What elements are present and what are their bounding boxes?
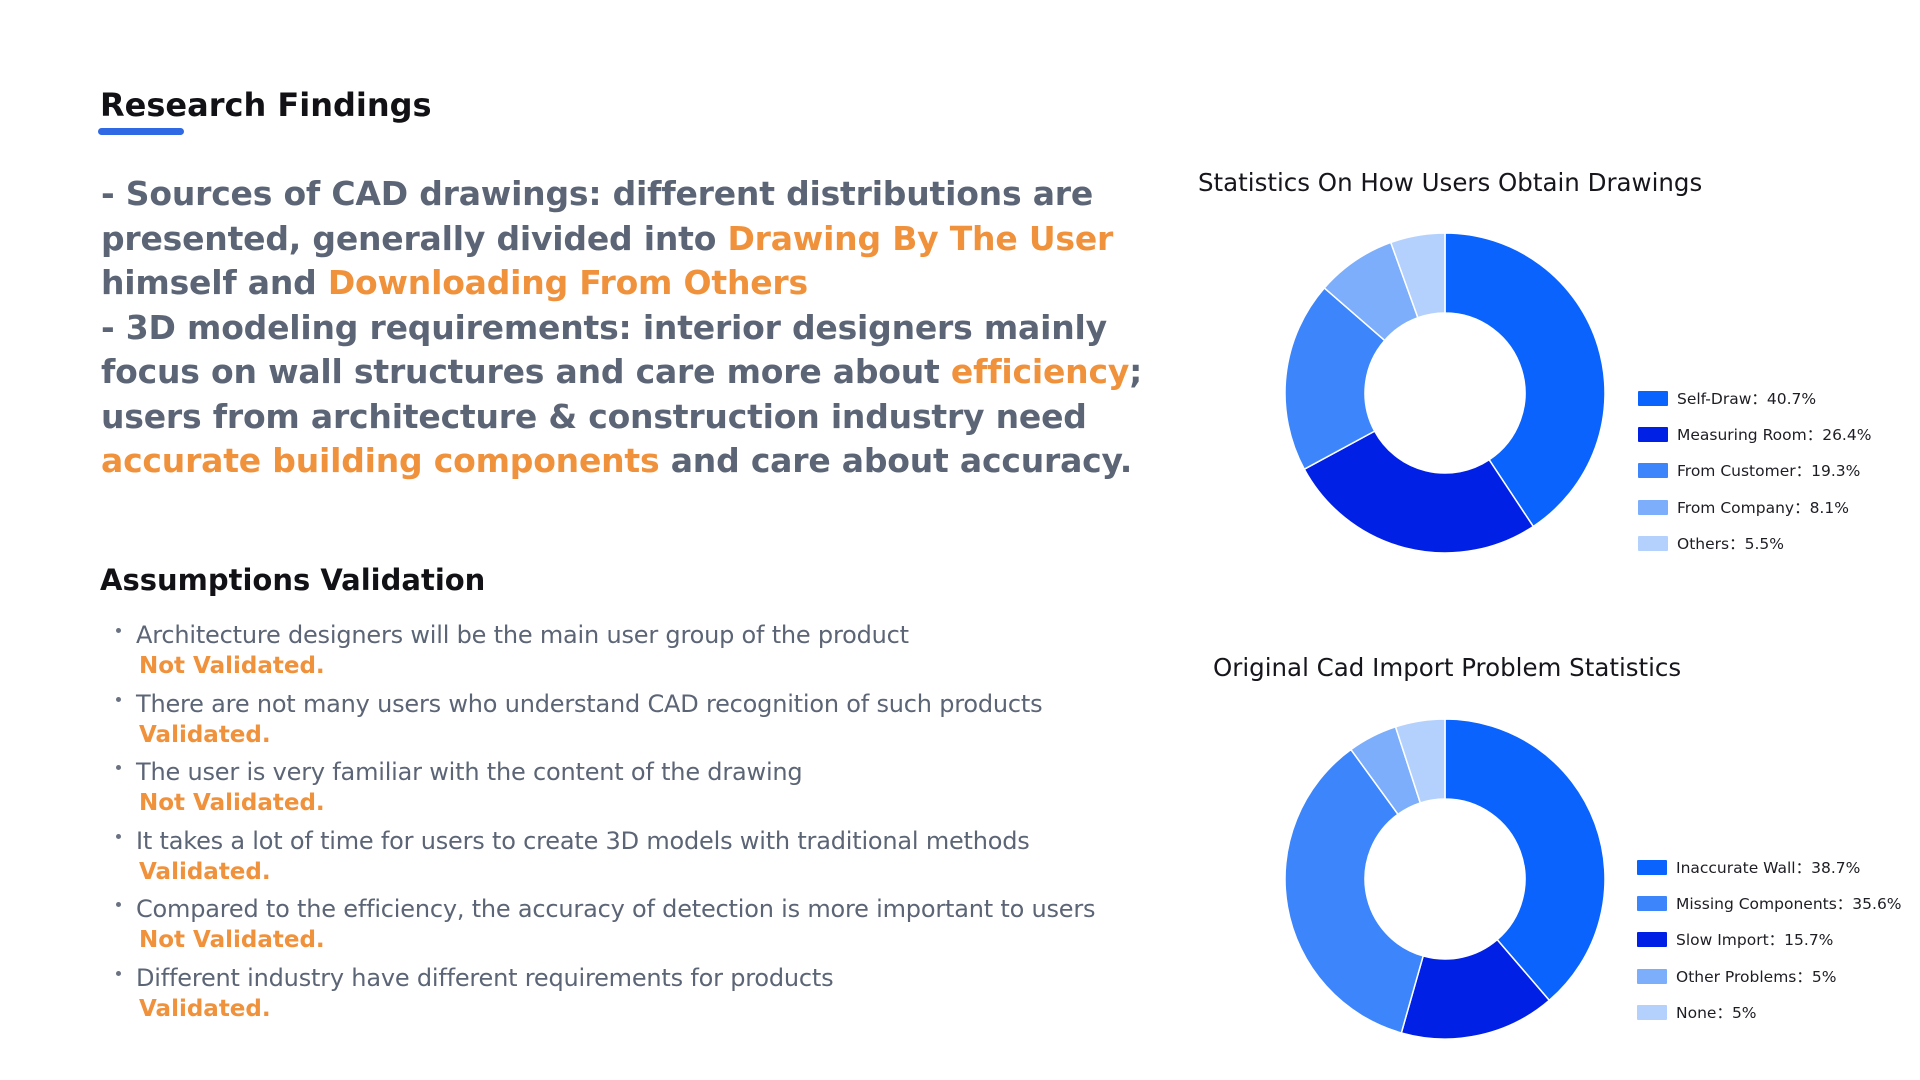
donut-slice-from-customer [1284,286,1386,471]
legend-item: Slow Import：15.7% [1637,929,1902,965]
donut-slice-others [1389,232,1446,319]
assumptions-title: Assumptions Validation [100,563,486,597]
legend-item: Missing Components：35.6% [1637,893,1902,929]
legend-swatch [1637,968,1667,984]
legend-item: From Customer：19.3% [1638,460,1871,496]
legend-label: Other Problems：5% [1676,967,1837,986]
assumption-item: Architecture designers will be the main … [112,619,1172,688]
finding-1-text-2: himself and [101,263,328,302]
donut-slice-self-draw [1444,232,1606,528]
chart-1-legend: Self-Draw：40.7% Measuring Room：26.4% Fro… [1638,388,1871,569]
assumptions-list: Architecture designers will be the main … [112,619,1172,1030]
donut-slice-none [1394,718,1446,804]
legend-item: Measuring Room：26.4% [1638,424,1871,460]
legend-label: From Customer：19.3% [1677,462,1861,481]
assumption-text: It takes a lot of time for users to crea… [136,826,1030,855]
assumption-status: Not Validated. [139,790,325,816]
legend-swatch [1638,391,1668,406]
legend-swatch [1638,535,1668,551]
research-findings-title: Research Findings [100,86,432,124]
legend-swatch [1637,896,1667,912]
finding-2-text-2: ; users from architecture & construction… [101,352,1143,436]
legend-label: Slow Import：15.7% [1676,931,1834,950]
legend-label: Inaccurate Wall：38.7% [1676,859,1861,877]
legend-swatch [1638,427,1668,443]
assumption-text: Architecture designers will be the main … [136,621,909,649]
legend-item: Other Problems：5% [1637,966,1902,1002]
chart-2-donut [1284,718,1606,1040]
legend-label: From Company：8.1% [1677,498,1849,517]
bullet-icon [116,833,121,839]
donut-slice-measuring-room [1303,430,1535,554]
legend-item: Others：5.5% [1638,533,1871,569]
assumption-text: Different industry have different requir… [136,963,834,992]
legend-swatch [1638,499,1668,515]
assumption-item: It takes a lot of time for users to crea… [112,825,1172,894]
legend-swatch [1637,1004,1667,1020]
assumption-item: Different industry have different requir… [112,962,1172,1031]
legend-swatch [1637,932,1667,948]
chart-1-donut [1284,232,1606,554]
assumption-item: Compared to the efficiency, the accuracy… [112,893,1172,962]
chart-1-title: Statistics On How Users Obtain Drawings [1198,168,1703,197]
finding-2-highlight-efficiency: efficiency [950,352,1130,391]
finding-2-text-3: and care about accuracy. [659,441,1133,480]
finding-2-text: - 3D modeling requirements: interior des… [101,307,1107,392]
chart-2-title: Original Cad Import Problem Statistics [1213,653,1682,682]
bullet-icon [116,696,121,702]
finding-2-highlight-components: accurate building components [101,441,660,480]
donut-slice-missing-components [1284,748,1425,1034]
legend-label: Others：5.5% [1677,534,1784,553]
legend-label: Self-Draw：40.7% [1677,390,1817,408]
assumption-status: Validated. [139,858,271,885]
chart-2-legend: Inaccurate Wall：38.7% Missing Components… [1637,857,1902,1038]
legend-item: Self-Draw：40.7% [1638,388,1871,424]
finding-1-text: - Sources of CAD drawings: different dis… [101,174,1094,258]
bullet-icon [116,765,121,770]
legend-label: Measuring Room：26.4% [1677,426,1872,445]
assumption-text: Compared to the efficiency, the accuracy… [136,895,1096,923]
finding-1-highlight-drawing: Drawing By The User [727,218,1114,258]
assumption-text: There are not many users who understand … [136,689,1043,718]
bullet-icon [116,902,121,907]
bullet-icon [116,970,121,976]
legend-label: None：5% [1676,1003,1757,1022]
assumption-status: Not Validated. [139,653,325,679]
bullet-icon [116,628,121,633]
research-findings-text: - Sources of CAD drawings: different dis… [101,172,1161,484]
assumption-text: The user is very familiar with the conte… [136,758,803,786]
assumption-item: There are not many users who understand … [112,688,1172,757]
donut-slice-inaccurate-wall [1444,718,1606,1002]
legend-swatch [1638,463,1668,479]
assumption-item: The user is very familiar with the conte… [112,756,1172,825]
legend-label: Missing Components：35.6% [1676,895,1902,914]
legend-item: From Company：8.1% [1638,497,1871,533]
legend-item: None：5% [1637,1002,1902,1038]
legend-swatch [1637,860,1667,875]
legend-item: Inaccurate Wall：38.7% [1637,857,1902,893]
finding-1-highlight-downloading: Downloading From Others [327,263,808,302]
assumption-status: Validated. [139,995,271,1022]
assumption-status: Validated. [139,721,271,748]
title-underline [98,128,184,135]
assumption-status: Not Validated. [139,927,325,953]
